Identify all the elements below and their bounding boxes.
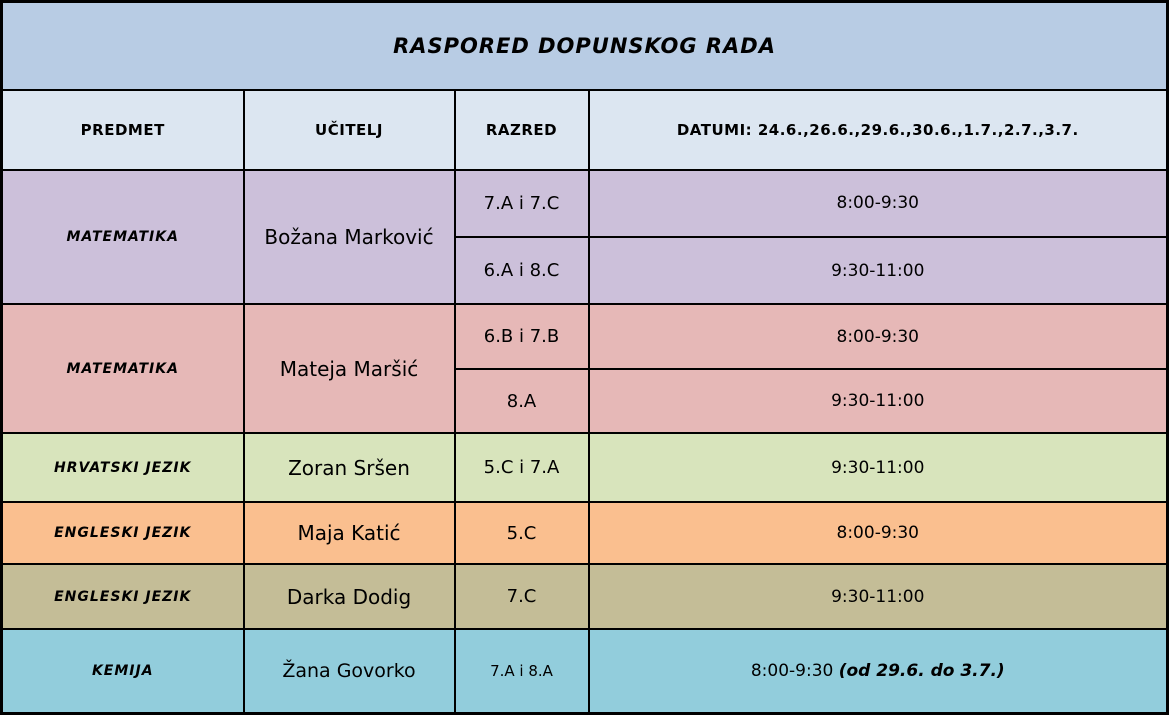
razred-cell: 5.C i 7.A xyxy=(453,432,590,503)
time-cell: 9:30-11:00 xyxy=(587,235,1169,306)
column-header-row: PREDMET UČITELJ RAZRED DATUMI: 24.6.,26.… xyxy=(0,88,1169,171)
teacher-cell: Darka Dodig xyxy=(242,563,456,630)
table-row: HRVATSKI JEZIK Zoran Sršen 5.C i 7.A 9:3… xyxy=(0,432,1169,503)
time-cell: 9:30-11:00 xyxy=(587,367,1169,435)
time-cell: 9:30-11:00 xyxy=(587,563,1169,630)
razred-cell: 7.C xyxy=(453,563,590,630)
table-row: KEMIJA Žana Govorko 7.A i 8.A 8:00-9:30 … xyxy=(0,627,1169,715)
table-row: MATEMATIKA Božana Marković 7.A i 7.C 8:0… xyxy=(0,168,1169,306)
teacher-cell: Maja Katić xyxy=(242,500,456,566)
subject-cell: ENGLESKI JEZIK xyxy=(0,500,245,566)
teacher-cell: Zoran Sršen xyxy=(242,432,456,503)
subject-cell: MATEMATIKA xyxy=(0,303,245,435)
razred-cell: 6.A i 8.C xyxy=(453,235,590,306)
razred-cell: 7.A i 8.A xyxy=(453,627,590,715)
col-header-ucitelj: UČITELJ xyxy=(242,88,456,171)
subject-cell: ENGLESKI JEZIK xyxy=(0,563,245,630)
time-note: (od 29.6. do 3.7.) xyxy=(838,660,1005,681)
teacher-cell: Božana Marković xyxy=(242,168,456,306)
col-header-datumi: DATUMI: 24.6.,26.6.,29.6.,30.6.,1.7.,2.7… xyxy=(587,88,1169,171)
time-value: 8:00-9:30 xyxy=(750,660,839,681)
col-header-razred: RAZRED xyxy=(453,88,590,171)
table-row: 8.A 9:30-11:00 xyxy=(2,367,1169,435)
subject-cell: KEMIJA xyxy=(0,627,245,715)
title-row: RASPORED DOPUNSKOG RADA xyxy=(0,0,1169,91)
time-cell: 8:00-9:30 xyxy=(587,500,1169,566)
time-cell: 9:30-11:00 xyxy=(587,432,1169,503)
razred-cell: 8.A xyxy=(453,367,590,435)
time-cell: 8:00-9:30 (od 29.6. do 3.7.) xyxy=(587,627,1169,715)
table-row: 6.A i 8.C 9:30-11:00 xyxy=(2,235,1169,306)
razred-cell: 6.B i 7.B xyxy=(453,303,590,370)
table-row: MATEMATIKA Mateja Maršić 6.B i 7.B 8:00-… xyxy=(0,303,1169,435)
time-cell: 8:00-9:30 xyxy=(587,303,1169,370)
subject-cell: MATEMATIKA xyxy=(0,168,245,306)
col-header-predmet: PREDMET xyxy=(0,88,245,171)
table-row: ENGLESKI JEZIK Darka Dodig 7.C 9:30-11:0… xyxy=(0,563,1169,630)
teacher-cell: Mateja Maršić xyxy=(242,303,456,435)
table-row: ENGLESKI JEZIK Maja Katić 5.C 8:00-9:30 xyxy=(0,500,1169,566)
teacher-cell: Žana Govorko xyxy=(242,627,456,715)
razred-cell: 7.A i 7.C xyxy=(453,168,590,238)
razred-cell: 5.C xyxy=(453,500,590,566)
time-cell: 8:00-9:30 xyxy=(587,168,1169,238)
page-title: RASPORED DOPUNSKOG RADA xyxy=(0,0,1169,91)
subject-cell: HRVATSKI JEZIK xyxy=(0,432,245,503)
